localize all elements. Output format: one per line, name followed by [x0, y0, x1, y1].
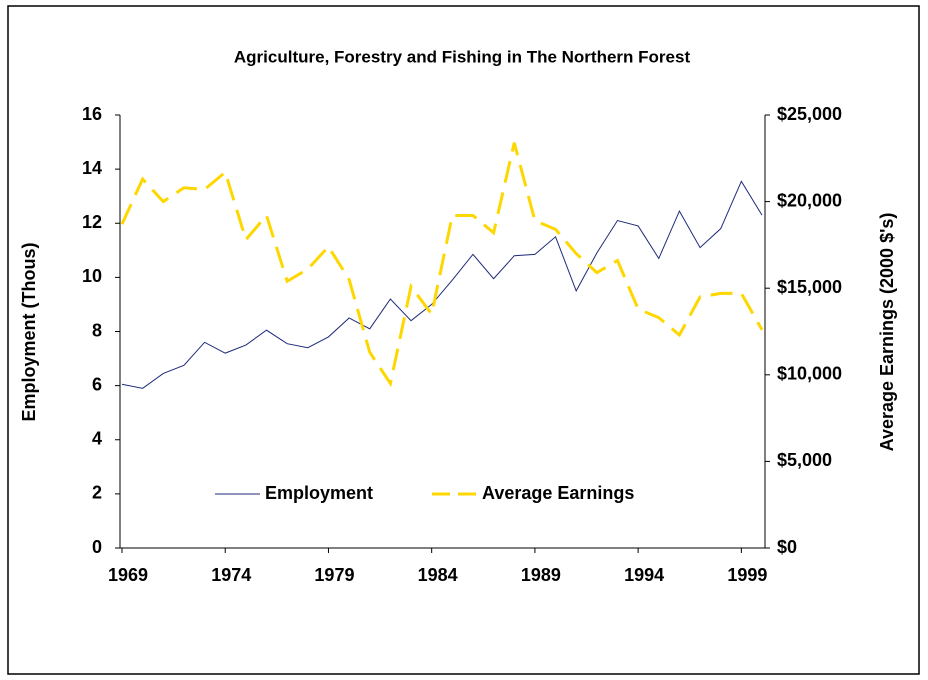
y-tick-label: 16	[82, 104, 102, 124]
y2-tick-label: $10,000	[777, 364, 842, 384]
x-tick-label: 1974	[211, 565, 251, 585]
x-tick-label: 1999	[727, 565, 767, 585]
x-tick-label: 1984	[418, 565, 458, 585]
y-tick-label: 2	[92, 483, 102, 503]
series-line	[121, 180, 763, 389]
y-tick-label: 8	[92, 320, 102, 340]
x-tick-label: 1989	[521, 565, 561, 585]
y-axis-label: Employment (Thous)	[19, 242, 39, 421]
y2-tick-label: $15,000	[777, 277, 842, 297]
y-tick-label: 14	[82, 158, 102, 178]
y2-tick-label: $0	[777, 537, 797, 557]
y2-tick-label: $20,000	[777, 190, 842, 210]
y-tick-label: 4	[92, 429, 102, 449]
legend-label: Average Earnings	[482, 483, 634, 503]
x-tick-label: 1969	[108, 565, 148, 585]
series-line	[120, 142, 764, 388]
y2-tick-label: $25,000	[777, 104, 842, 124]
y-tick-label: 12	[82, 212, 102, 232]
y2-axis-label: Average Earnings (2000 $'s)	[877, 213, 897, 452]
chart-title: Agriculture, Forestry and Fishing in The…	[234, 47, 691, 66]
y-tick-label: 10	[82, 266, 102, 286]
legend-label: Employment	[265, 483, 373, 503]
x-tick-label: 1994	[624, 565, 664, 585]
y2-tick-label: $5,000	[777, 450, 832, 470]
y-tick-label: 0	[92, 537, 102, 557]
x-tick-label: 1979	[314, 565, 354, 585]
y-tick-label: 6	[92, 374, 102, 394]
chart-frame	[7, 5, 920, 675]
